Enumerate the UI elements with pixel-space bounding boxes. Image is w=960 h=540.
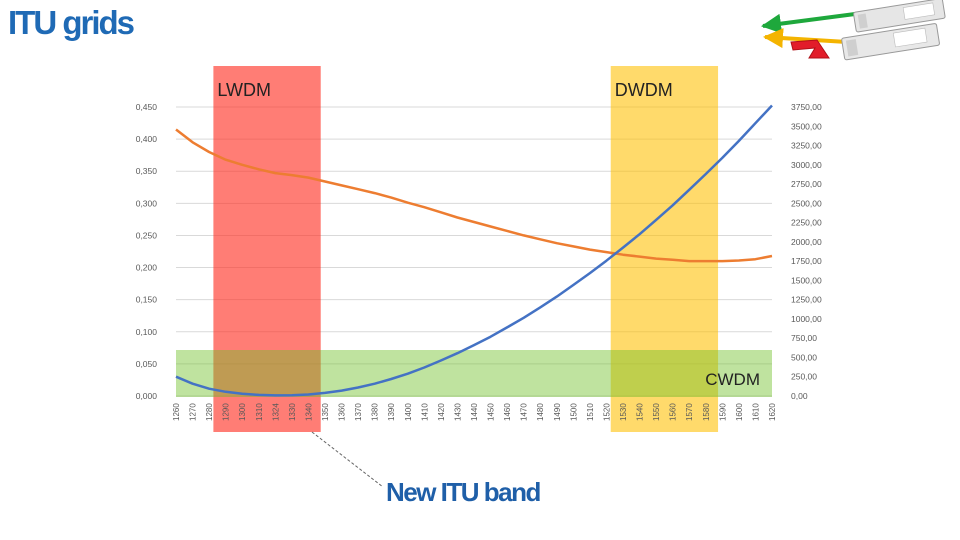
x-tick-label: 1620 <box>768 403 777 421</box>
y-left-tick-label: 0,400 <box>136 134 158 144</box>
x-tick-label: 1324 <box>271 403 280 421</box>
x-tick-label: 1570 <box>685 403 694 421</box>
x-tick-label: 1520 <box>602 403 611 421</box>
y-left-tick-label: 0,350 <box>136 166 158 176</box>
slide-title: ITU grids <box>8 4 135 41</box>
x-tick-label: 1440 <box>470 403 479 421</box>
x-tick-label: 1420 <box>437 403 446 421</box>
x-tick-label: 1270 <box>189 403 198 421</box>
y-right-tick-label: 1750,00 <box>791 256 822 266</box>
x-tick-label: 1260 <box>172 403 181 421</box>
y-left-tick-label: 0,450 <box>136 102 158 112</box>
y-right-tick-label: 3250,00 <box>791 141 822 151</box>
x-tick-label: 1360 <box>338 403 347 421</box>
y-right-tick-label: 3750,00 <box>791 102 822 112</box>
x-tick-label: 1500 <box>569 403 578 421</box>
x-tick-label: 1540 <box>636 403 645 421</box>
x-tick-label: 1410 <box>420 403 429 421</box>
x-tick-label: 1300 <box>238 403 247 421</box>
x-tick-label: 1600 <box>735 403 744 421</box>
y-right-tick-label: 250,00 <box>791 372 817 382</box>
y-right-tick-label: 3500,00 <box>791 121 822 131</box>
band-label-dwdm: DWDM <box>615 80 673 100</box>
x-tick-label: 1490 <box>553 403 562 421</box>
y-right-tick-label: 1500,00 <box>791 275 822 285</box>
x-tick-label: 1510 <box>586 403 595 421</box>
x-tick-label: 1340 <box>304 403 313 421</box>
band-overlays <box>176 66 772 432</box>
x-tick-label: 1590 <box>718 403 727 421</box>
x-tick-label: 1530 <box>619 403 628 421</box>
new-band-leader-line <box>311 431 384 488</box>
y-right-tick-label: 0,00 <box>791 391 808 401</box>
y-right-tick-label: 2750,00 <box>791 179 822 189</box>
y-left-tick-label: 0,200 <box>136 263 158 273</box>
y-right-tick-label: 1000,00 <box>791 314 822 324</box>
x-tick-label: 1470 <box>520 403 529 421</box>
series-lines <box>175 104 773 397</box>
y-left-tick-label: 0,000 <box>136 391 158 401</box>
band-label-cwdm: CWDM <box>705 370 760 389</box>
band-dwdm <box>610 66 719 432</box>
y-left-tick-label: 0,050 <box>136 359 158 369</box>
y-left-tick-label: 0,300 <box>136 198 158 208</box>
x-tick-label: 1430 <box>453 403 462 421</box>
x-tick-label: 1280 <box>205 403 214 421</box>
series-line-1 <box>175 128 773 263</box>
x-tick-label: 1350 <box>321 403 330 421</box>
tick-labels: 0,000 0,050 0,100 0,150 0,200 0,250 0,300 0,350… <box>136 102 822 421</box>
y-right-tick-label: 2250,00 <box>791 218 822 228</box>
x-tick-label: 1580 <box>702 403 711 421</box>
y-left-tick-label: 0,100 <box>136 327 158 337</box>
y-left-tick-label: 0,250 <box>136 230 158 240</box>
band-lwdm <box>213 66 321 432</box>
y-right-tick-label: 1250,00 <box>791 295 822 305</box>
y-right-tick-label: 2500,00 <box>791 198 822 208</box>
x-tick-label: 1370 <box>354 403 363 421</box>
band-cwdm <box>176 350 772 397</box>
y-right-tick-label: 750,00 <box>791 333 817 343</box>
x-tick-label: 1400 <box>404 403 413 421</box>
x-tick-label: 1560 <box>669 403 678 421</box>
x-tick-label: 1310 <box>255 403 264 421</box>
transceiver-module-icon <box>761 0 946 61</box>
x-tick-label: 1550 <box>652 403 661 421</box>
x-tick-label: 1330 <box>288 403 297 421</box>
y-left-tick-label: 0,150 <box>136 295 158 305</box>
x-tick-label: 1290 <box>222 403 231 421</box>
x-tick-label: 1450 <box>487 403 496 421</box>
new-itu-band-label: New ITU band <box>386 477 541 507</box>
x-tick-label: 1380 <box>371 403 380 421</box>
band-labels: LWDM DWDM CWDM <box>217 80 760 389</box>
y-right-tick-label: 3000,00 <box>791 160 822 170</box>
y-right-tick-label: 500,00 <box>791 352 817 362</box>
x-tick-label: 1610 <box>751 403 760 421</box>
series-line-2 <box>175 104 773 397</box>
y-right-tick-label: 2000,00 <box>791 237 822 247</box>
x-tick-label: 1460 <box>503 403 512 421</box>
x-tick-label: 1390 <box>387 403 396 421</box>
x-tick-label: 1480 <box>536 403 545 421</box>
band-label-lwdm: LWDM <box>217 80 271 100</box>
